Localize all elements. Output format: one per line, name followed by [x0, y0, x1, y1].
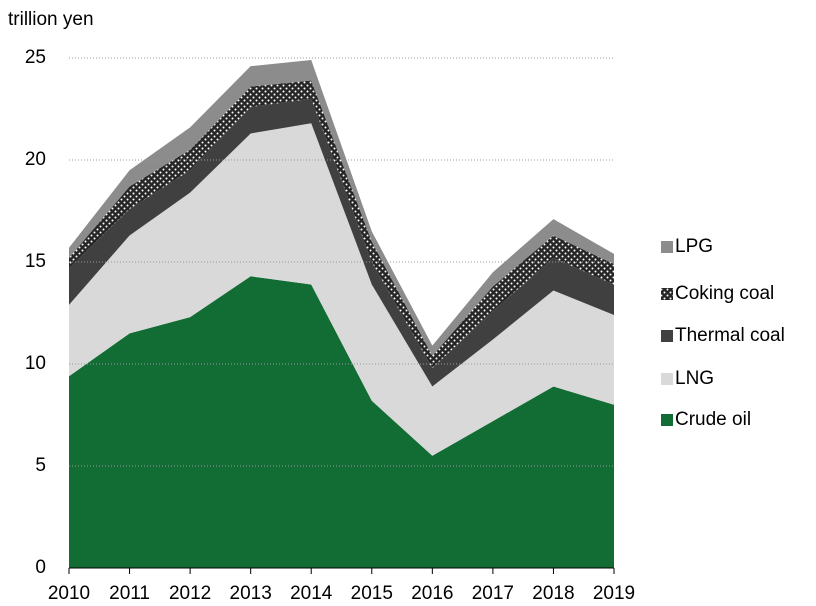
legend-label: Crude oil: [675, 409, 751, 430]
y-tick-label: 5: [35, 455, 46, 476]
area: [69, 60, 614, 356]
legend-swatch: [661, 241, 673, 253]
y-tick-label: 25: [25, 47, 46, 68]
area: [69, 276, 614, 568]
x-tick-label: 2010: [48, 583, 90, 604]
y-tick-label: 20: [25, 149, 46, 170]
x-tick-label: 2011: [109, 583, 150, 604]
legend-swatch: [661, 373, 673, 385]
x-tick-label: 2015: [351, 583, 393, 604]
x-tick-label: 2013: [230, 583, 272, 604]
x-tick-label: 2012: [169, 583, 211, 604]
x-tick-label: 2018: [532, 583, 574, 604]
x-tick-label: 2017: [472, 583, 514, 604]
x-tick-label: 2019: [593, 583, 635, 604]
legend-label: LNG: [675, 368, 714, 389]
x-tick-label: 2016: [411, 583, 453, 604]
legend-swatch: [661, 330, 673, 342]
y-tick-label: 15: [25, 251, 46, 272]
y-tick-label: 10: [25, 353, 46, 374]
area: [69, 123, 614, 456]
area: [69, 80, 614, 369]
area: [69, 98, 614, 387]
legend-label: Coking coal: [675, 283, 774, 304]
y-axis-label: trillion yen: [8, 9, 94, 30]
legend-label: Thermal coal: [675, 325, 785, 346]
legend-swatch: [661, 414, 673, 426]
x-tick-label: 2014: [290, 583, 333, 604]
y-tick-label: 0: [35, 557, 46, 578]
legend-label: LPG: [675, 236, 713, 257]
legend-swatch: [661, 288, 673, 300]
